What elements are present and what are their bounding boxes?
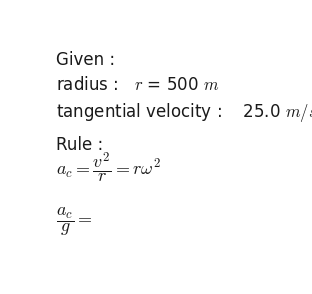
- Text: $a_c = \dfrac{v^2}{r} = r\omega^2$: $a_c = \dfrac{v^2}{r} = r\omega^2$: [56, 151, 161, 185]
- Text: $\dfrac{a_c}{g} =$: $\dfrac{a_c}{g} =$: [56, 206, 93, 238]
- Text: Rule :: Rule :: [56, 136, 103, 154]
- Text: radius :   $r$ = 500 $m$: radius : $r$ = 500 $m$: [56, 76, 219, 94]
- Text: Given :: Given :: [56, 51, 115, 69]
- Text: tangential velocity :    25.0 $m/s$: tangential velocity : 25.0 $m/s$: [56, 101, 312, 124]
